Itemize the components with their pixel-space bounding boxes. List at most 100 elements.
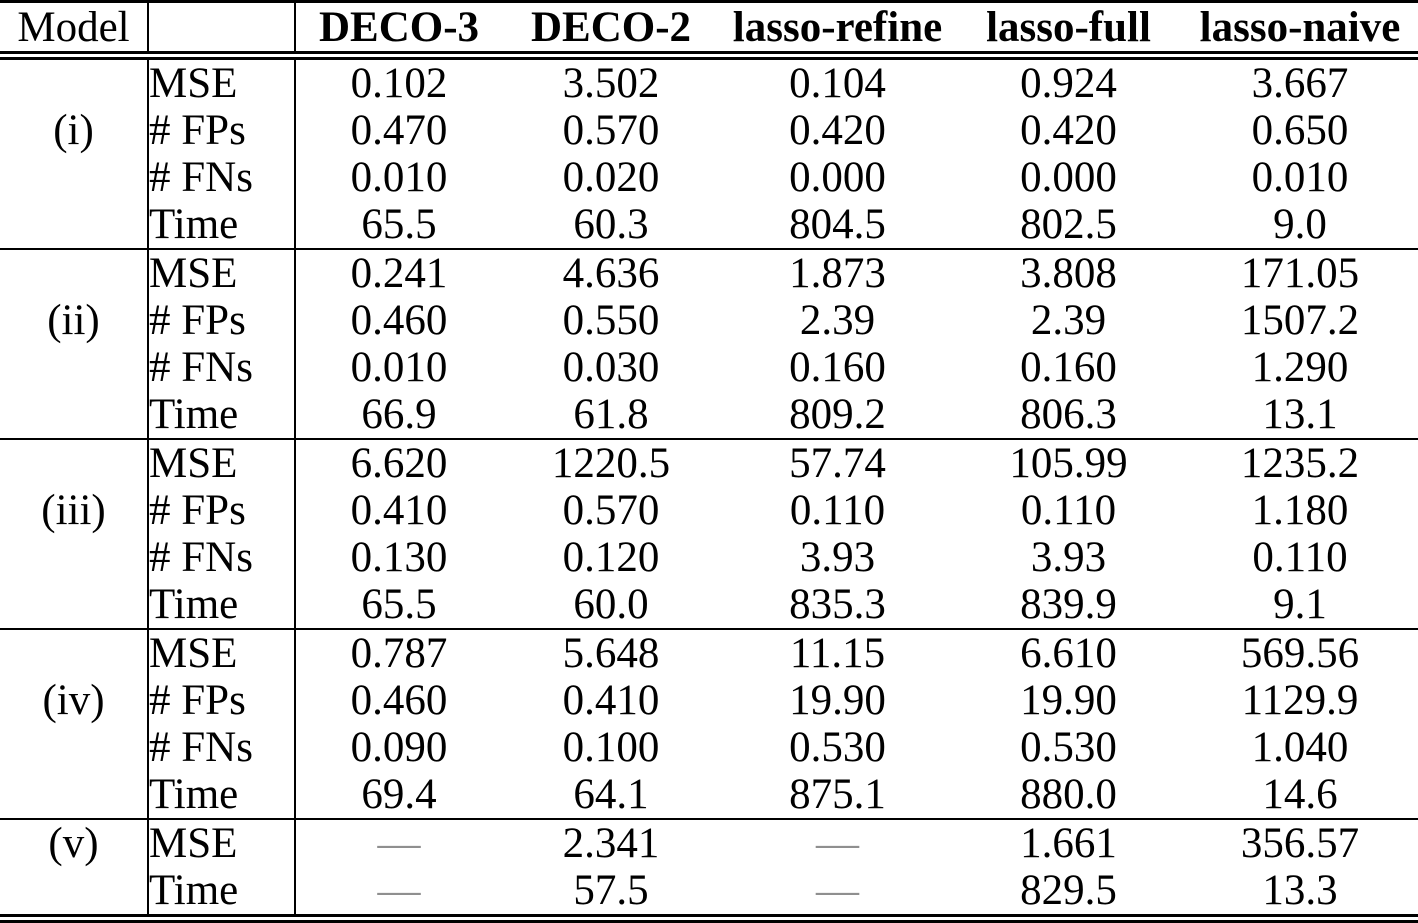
value-cell: 57.5 — [502, 867, 720, 923]
value-cell: 0.090 — [350, 724, 448, 771]
column-header-lasso-refine: lasso-refine — [720, 0, 955, 60]
value-cell: 0.420 — [789, 107, 886, 154]
column-header-lasso-full: lasso-full — [955, 0, 1182, 60]
metric-label: # FPs — [148, 487, 296, 534]
metric-label: Time — [148, 391, 296, 439]
table-row: Time 65.5 60.0 835.3 839.9 9.1 — [0, 581, 1418, 629]
model-cell-empty — [0, 201, 149, 249]
model-label: (v) — [0, 818, 149, 867]
value-cell: 0.000 — [1020, 154, 1117, 201]
value-cell: 2.341 — [502, 818, 720, 867]
metric-label: MSE — [148, 628, 296, 677]
metric-label: # FNs — [148, 154, 296, 201]
value-cell: 829.5 — [955, 867, 1182, 923]
value-cell: 0.460 — [350, 677, 448, 724]
metric-label: # FNs — [148, 724, 296, 771]
value-cell: 69.4 — [361, 771, 437, 818]
value-cell: 1220.5 — [502, 438, 720, 487]
model-label: (i) — [0, 107, 149, 154]
value-cell: 0.924 — [1020, 60, 1117, 107]
model-cell-empty — [0, 724, 149, 771]
value-cell: 1.290 — [1251, 344, 1349, 391]
value-cell: 0.000 — [789, 154, 886, 201]
value-cell: 0.104 — [789, 60, 886, 107]
model-cell-empty — [0, 248, 149, 297]
value-cell: 0.102 — [350, 60, 448, 107]
value-cell: 0.410 — [350, 487, 448, 534]
value-cell: 1.040 — [1251, 724, 1349, 771]
value-cell: 0.570 — [562, 107, 660, 154]
value-cell: 1235.2 — [1182, 438, 1418, 487]
value-cell: 19.90 — [789, 677, 886, 724]
model-label: (iii) — [0, 487, 149, 534]
value-cell: 0.550 — [562, 297, 660, 344]
metric-label: # FNs — [148, 344, 296, 391]
metric-label: # FNs — [148, 534, 296, 581]
metric-label: # FPs — [148, 297, 296, 344]
value-cell: 0.120 — [562, 534, 660, 581]
metric-label: MSE — [148, 248, 296, 297]
metric-label: MSE — [148, 818, 296, 867]
value-cell: 105.99 — [955, 438, 1182, 487]
value-cell: 835.3 — [789, 581, 886, 628]
value-cell-dash: — — [295, 818, 502, 867]
value-cell: 0.010 — [1251, 154, 1349, 201]
column-header-metric-empty — [148, 0, 296, 60]
value-cell: 6.610 — [955, 628, 1182, 677]
metric-label: Time — [148, 581, 296, 629]
table-row: Time —57.5—829.5 13.3 — [0, 867, 1418, 923]
value-cell: 804.5 — [789, 201, 886, 248]
value-cell: 1.180 — [1251, 487, 1349, 534]
value-cell: 9.0 — [1273, 201, 1327, 248]
value-cell: 569.56 — [1182, 628, 1418, 677]
value-cell: 0.460 — [350, 297, 448, 344]
value-cell: 0.530 — [789, 724, 886, 771]
value-cell: 0.160 — [789, 344, 886, 391]
table-row: # FNs 0.130 0.120 3.93 3.93 0.110 — [0, 534, 1418, 581]
metric-label: MSE — [148, 438, 296, 487]
model-label: (ii) — [0, 297, 149, 344]
value-cell-dash: — — [720, 818, 955, 867]
value-cell: 839.9 — [1020, 581, 1117, 628]
model-cell-empty — [0, 55, 149, 107]
table-row: MSE 6.620 1220.5 57.74 105.99 1235.2 — [0, 438, 1418, 487]
model-cell-empty — [0, 534, 149, 581]
value-cell: 809.2 — [789, 391, 886, 438]
value-cell: 3.667 — [1251, 60, 1349, 107]
value-cell: 0.100 — [562, 724, 660, 771]
value-cell: 0.787 — [295, 628, 502, 677]
value-cell: 880.0 — [1020, 771, 1117, 818]
table-row: (v) MSE —2.341—1.661 356.57 — [0, 818, 1418, 867]
value-cell: 0.160 — [1020, 344, 1117, 391]
value-cell: 1.873 — [720, 248, 955, 297]
value-cell: 4.636 — [502, 248, 720, 297]
table-row: (i) # FPs 0.470 0.570 0.420 0.420 0.650 — [0, 107, 1418, 154]
table-row: MSE 0.241 4.636 1.873 3.808 171.05 — [0, 248, 1418, 297]
value-cell: 806.3 — [1020, 391, 1117, 438]
metric-label: MSE — [148, 55, 296, 107]
metric-label: Time — [148, 201, 296, 249]
column-header-deco-2: DECO-2 — [502, 0, 720, 60]
value-cell: 356.57 — [1182, 818, 1418, 867]
header-row: Model DECO-3 DECO-2 lasso-refine lasso-full… — [0, 0, 1418, 60]
value-cell: 0.410 — [562, 677, 660, 724]
value-cell: 64.1 — [573, 771, 649, 818]
metric-label: # FPs — [148, 677, 296, 724]
table-row: # FNs 0.090 0.100 0.530 0.530 1.040 — [0, 724, 1418, 771]
value-cell: 0.110 — [1252, 534, 1348, 581]
model-cell-empty — [0, 154, 149, 201]
table-row: (iv) # FPs 0.460 0.410 19.90 19.90 1129.9 — [0, 677, 1418, 724]
value-cell: 802.5 — [1020, 201, 1117, 248]
value-cell: 13.3 — [1182, 867, 1418, 923]
value-cell: 65.5 — [361, 581, 437, 628]
value-cell: 0.570 — [562, 487, 660, 534]
table-row: Time 65.5 60.3 804.5 802.5 9.0 — [0, 201, 1418, 249]
value-cell: 3.808 — [955, 248, 1182, 297]
value-cell: 0.020 — [562, 154, 660, 201]
metric-label: # FPs — [148, 107, 296, 154]
value-cell: 60.0 — [573, 581, 649, 628]
column-header-model: Model — [0, 0, 149, 60]
value-cell: 0.470 — [350, 107, 448, 154]
value-cell: 875.1 — [789, 771, 886, 818]
value-cell: 3.93 — [799, 534, 876, 581]
